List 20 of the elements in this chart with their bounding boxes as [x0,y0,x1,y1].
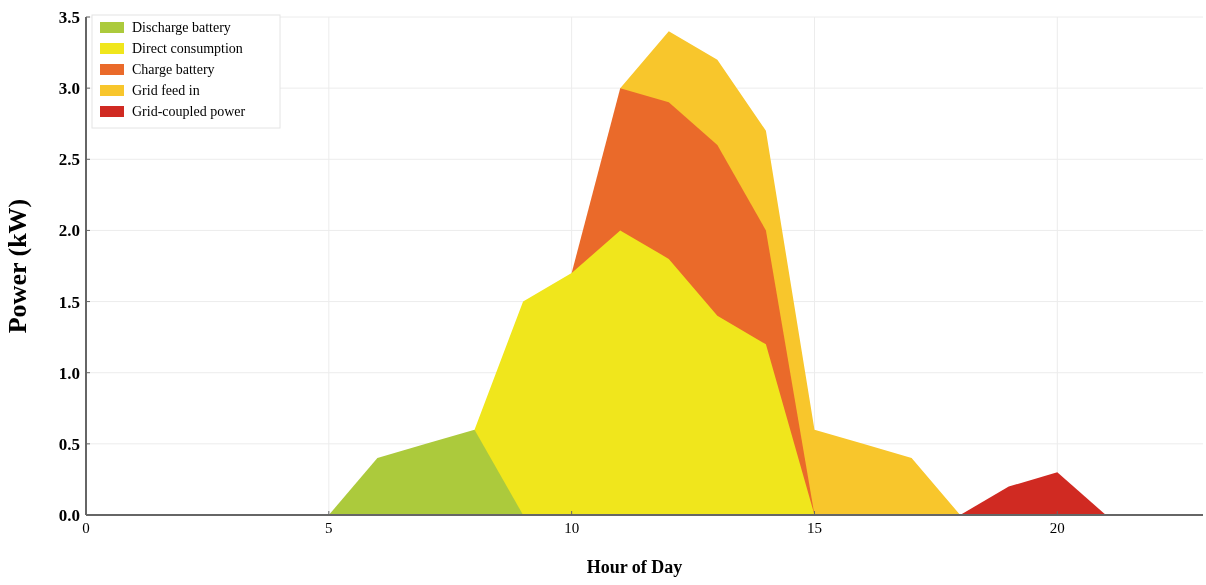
legend-label: Direct consumption [132,41,243,56]
x-tick-label: 10 [564,520,580,536]
legend-label: Discharge battery [132,20,231,35]
y-tick-label: 2.5 [58,150,80,170]
y-tick-label: 3.0 [58,79,80,99]
y-tick-label: 3.5 [58,7,80,27]
y-tick-label: 0.0 [58,505,80,525]
y-tick-label: 1.0 [58,363,80,383]
x-tick-label: 0 [82,520,90,536]
y-tick-label: 2.0 [58,221,80,241]
legend-label: Charge battery [132,62,215,77]
legend-label: Grid feed in [132,83,200,98]
y-axis-title: Power (kW) [3,198,32,334]
legend-label: Grid-coupled power [132,104,246,119]
x-tick-label: 15 [806,520,822,536]
y-tick-label: 0.5 [58,434,80,454]
x-axis-title: Hour of Day [586,557,683,577]
x-tick-label: 20 [1049,520,1065,536]
y-tick-label: 1.5 [58,292,80,312]
x-tick-label: 5 [325,520,333,536]
